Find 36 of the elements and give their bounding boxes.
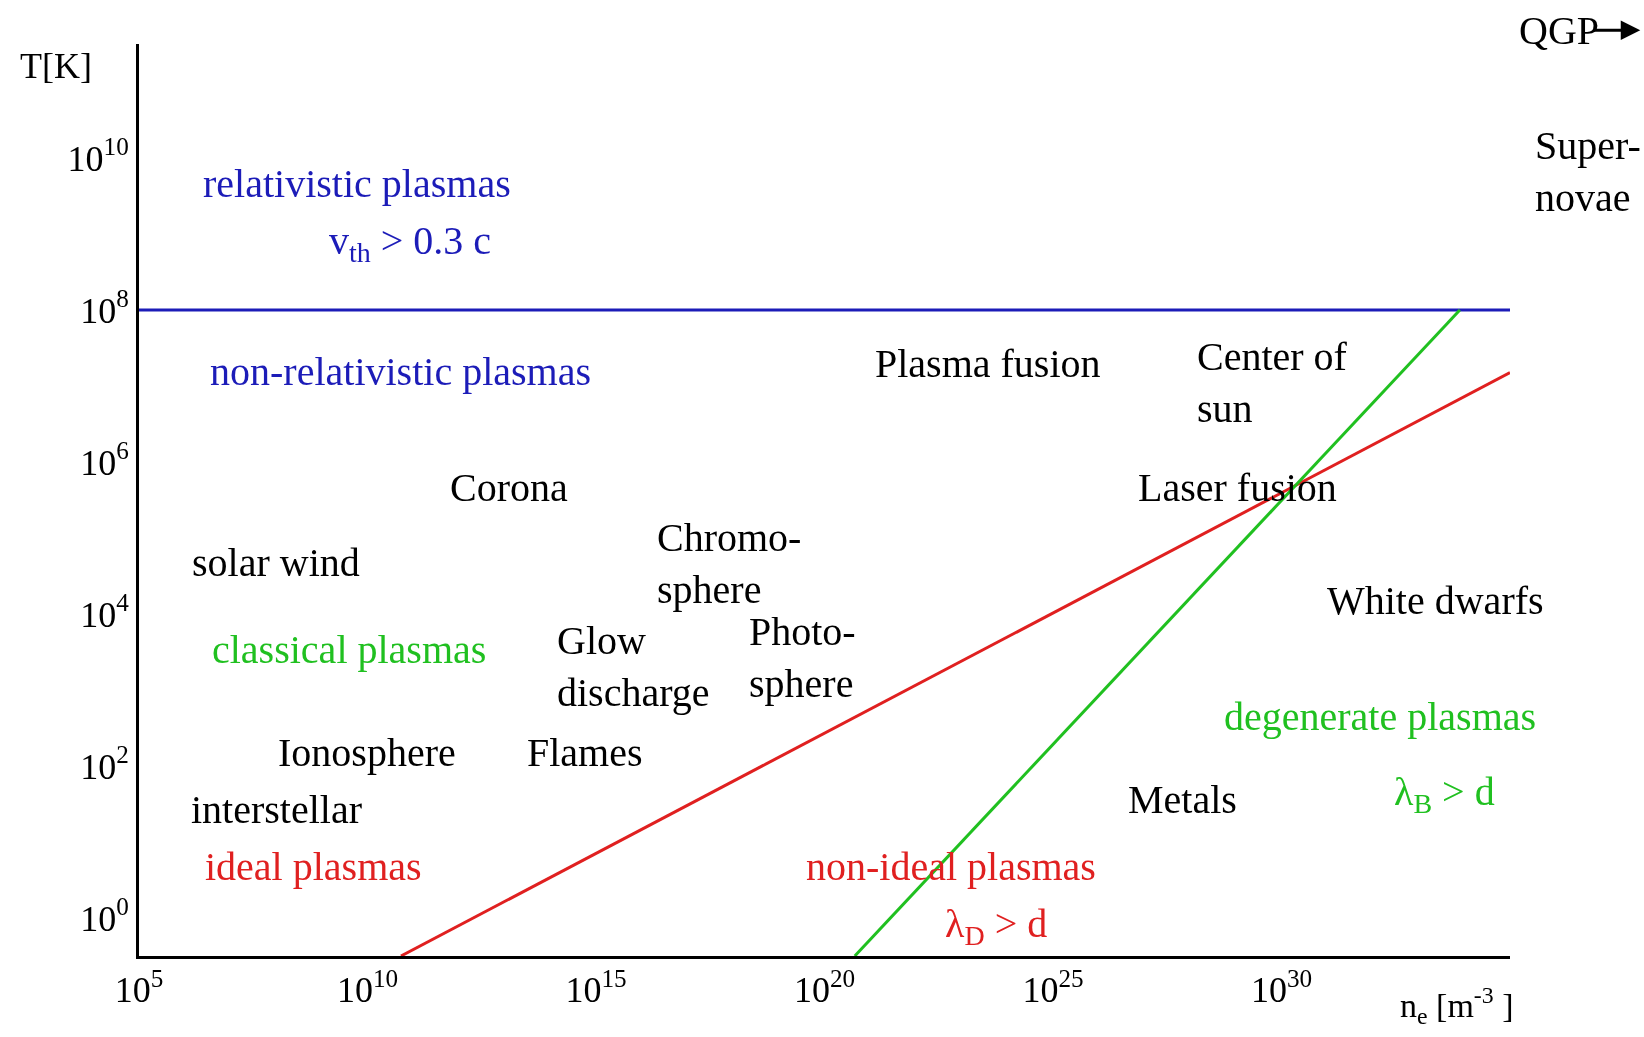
- annotation: v$_{th}$ > 0.3 c: [329, 218, 492, 269]
- y-tick-label: 10$^{2}$: [80, 741, 129, 787]
- annotation: Photo- sphere: [749, 609, 856, 706]
- annotation: Center of sun: [1197, 334, 1348, 431]
- annotation: classical plasmas: [212, 627, 487, 672]
- annotation: relativistic plasmas: [203, 161, 511, 206]
- y-axis-title: T[K]: [20, 46, 92, 86]
- annotation: Metals: [1128, 777, 1237, 822]
- annotation: λ$_{B}$ > d: [1394, 769, 1495, 820]
- x-tick-label: 10$^{5}$: [114, 965, 164, 1011]
- y-tick-label: 10$^{0}$: [80, 893, 129, 939]
- x-tick-label: 10$^{30}$: [1250, 965, 1313, 1011]
- annotation: Ionosphere: [278, 730, 456, 775]
- annotation: Chromo- sphere: [657, 515, 802, 612]
- annotation: degenerate plasmas: [1224, 694, 1537, 739]
- annotation: ideal plasmas: [205, 844, 422, 889]
- annotation: solar wind: [192, 540, 360, 585]
- annotation: Corona: [450, 465, 568, 510]
- annotation: Plasma fusion: [875, 341, 1101, 386]
- annotation: Flames: [527, 730, 643, 775]
- x-tick-label: 10$^{25}$: [1022, 965, 1084, 1011]
- x-tick-label: 10$^{20}$: [793, 965, 856, 1011]
- x-axis-title: n$_{e}$ [m$^{-3}$ ]: [1400, 982, 1514, 1030]
- y-tick-label: 10$^{4}$: [80, 589, 130, 635]
- annotation: λ$_{D}$ > d: [945, 901, 1048, 952]
- annotation: interstellar: [191, 787, 363, 832]
- y-tick-label: 10$^{10}$: [67, 133, 129, 179]
- y-tick-label: 10$^{8}$: [80, 285, 129, 331]
- annotation: non-relativistic plasmas: [210, 349, 592, 394]
- text: Super- novae: [1535, 123, 1641, 220]
- x-tick-label: 10$^{10}$: [336, 965, 399, 1011]
- x-tick-label: 10$^{15}$: [565, 965, 627, 1011]
- annotation: Glow discharge: [557, 618, 710, 715]
- annotation: White dwarfs: [1327, 578, 1544, 623]
- text: QGP: [1519, 8, 1600, 53]
- y-tick-label: 10$^{6}$: [80, 437, 129, 483]
